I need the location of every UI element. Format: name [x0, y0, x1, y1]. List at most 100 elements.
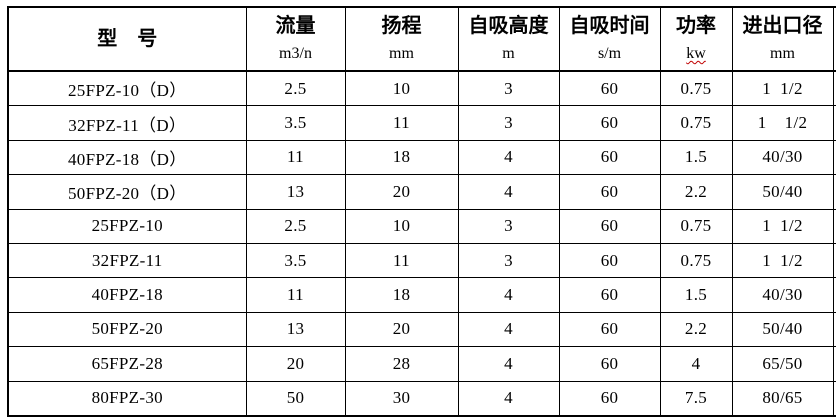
- cell-time: 60: [558, 380, 661, 417]
- column-header-unit-time: s/m: [597, 44, 622, 62]
- cell-bore: 1 1/2: [731, 105, 834, 141]
- cell-head: 28: [344, 346, 459, 382]
- cell-bore: 1 1/2: [731, 242, 834, 279]
- column-header-unit-power: kw: [686, 44, 706, 62]
- cell-bore: 1 1/2: [731, 70, 834, 107]
- table-header-row: 型 号 流量 m3/n 扬程 mm 自吸高度 m 自吸时间 s/m 功率 kw 进出口径 mm 与电机轴联…: [7, 6, 836, 72]
- column-header-model: 型 号: [7, 6, 247, 72]
- cell-flow: 13: [245, 311, 346, 348]
- column-header-unit-bore: mm: [770, 44, 795, 62]
- cell-flow: 3.5: [245, 242, 346, 279]
- cell-power: 0.75: [659, 70, 733, 107]
- cell-lift: 3: [457, 208, 560, 244]
- cell-lift: 4: [457, 311, 560, 348]
- cell-power: 0.75: [659, 208, 733, 244]
- cell-power: 1.5: [659, 277, 733, 313]
- cell-flow: 50: [245, 380, 346, 417]
- cell-head: 20: [344, 174, 459, 210]
- cell-head: 11: [344, 105, 459, 141]
- cell-head: 10: [344, 208, 459, 244]
- cell-bore: 40/30: [731, 139, 834, 176]
- cell-time: 60: [558, 277, 661, 313]
- cell-bore: 50/40: [731, 174, 834, 210]
- cell-model: 50FPZ-20: [7, 311, 247, 348]
- column-header-title-head: 扬程: [381, 13, 422, 38]
- column-header-flow: 流量 m3/n: [245, 6, 346, 72]
- cell-bore: 65/50: [731, 346, 834, 382]
- column-header-unit-head: mm: [389, 44, 414, 62]
- column-header-title-model: 型 号: [97, 26, 158, 51]
- column-header-title-flow: 流量: [275, 13, 316, 38]
- cell-model: 32FPZ-11（D）: [7, 105, 247, 141]
- cell-flow: 11: [245, 139, 346, 176]
- cell-time: 60: [558, 208, 661, 244]
- cell-model: 25FPZ-10: [7, 208, 247, 244]
- cell-power: 0.75: [659, 105, 733, 141]
- cell-head: 11: [344, 242, 459, 279]
- cell-lift: 4: [457, 139, 560, 176]
- cell-time: 60: [558, 311, 661, 348]
- cell-lift: 3: [457, 105, 560, 141]
- cell-bore: 50/40: [731, 311, 834, 348]
- cell-bore: 80/65: [731, 380, 834, 417]
- column-header-bore: 进出口径 mm: [731, 6, 834, 72]
- cell-flow: 3.5: [245, 105, 346, 141]
- column-header-title-lift: 自吸高度: [468, 13, 549, 38]
- cell-lift: 4: [457, 380, 560, 417]
- cell-power: 0.75: [659, 242, 733, 279]
- cell-flow: 2.5: [245, 70, 346, 107]
- cell-time: 60: [558, 105, 661, 141]
- cell-flow: 20: [245, 346, 346, 382]
- table-header: 型 号 流量 m3/n 扬程 mm 自吸高度 m 自吸时间 s/m 功率 kw 进出口径 mm 与电机轴联…: [7, 6, 836, 72]
- cell-model: 80FPZ-30: [7, 380, 247, 417]
- cell-bore: 40/30: [731, 277, 834, 313]
- column-header-title-bore: 进出口径: [742, 13, 823, 38]
- cell-head: 18: [344, 277, 459, 313]
- cell-model: 25FPZ-10（D）: [7, 70, 247, 107]
- cell-head: 10: [344, 70, 459, 107]
- spec-table-container: 型 号 流量 m3/n 扬程 mm 自吸高度 m 自吸时间 s/m 功率 kw 进出口径 mm 与电机轴联…: [7, 6, 836, 417]
- cell-lift: 3: [457, 70, 560, 107]
- cell-head: 20: [344, 311, 459, 348]
- pump-specification-table: 型 号 流量 m3/n 扬程 mm 自吸高度 m 自吸时间 s/m 功率 kw 进出口径 mm 与电机轴联…: [7, 6, 836, 417]
- cell-time: 60: [558, 70, 661, 107]
- cell-couple: 联轴式: [832, 346, 836, 382]
- cell-power: 4: [659, 346, 733, 382]
- cell-power: 1.5: [659, 139, 733, 176]
- cell-lift: 3: [457, 242, 560, 279]
- column-header-unit-lift: m: [502, 44, 515, 62]
- column-header-title-time: 自吸时间: [569, 13, 650, 38]
- cell-power: 7.5: [659, 380, 733, 417]
- column-header-unit-flow: m3/n: [279, 44, 312, 62]
- cell-head: 18: [344, 139, 459, 176]
- column-header-lift: 自吸高度 m: [457, 6, 560, 72]
- cell-model: 65FPZ-28: [7, 346, 247, 382]
- cell-time: 60: [558, 139, 661, 176]
- cell-power: 2.2: [659, 174, 733, 210]
- cell-head: 30: [344, 380, 459, 417]
- cell-flow: 11: [245, 277, 346, 313]
- column-header-head: 扬程 mm: [344, 6, 459, 72]
- cell-time: 60: [558, 346, 661, 382]
- cell-power: 2.2: [659, 311, 733, 348]
- cell-lift: 4: [457, 346, 560, 382]
- cell-flow: 13: [245, 174, 346, 210]
- cell-model: 40FPZ-18（D）: [7, 139, 247, 176]
- cell-lift: 4: [457, 174, 560, 210]
- cell-model: 32FPZ-11: [7, 242, 247, 279]
- column-header-couple: 与电机轴联接形式: [832, 6, 836, 72]
- cell-flow: 2.5: [245, 208, 346, 244]
- cell-bore: 1 1/2: [731, 208, 834, 244]
- column-header-power: 功率 kw: [659, 6, 733, 72]
